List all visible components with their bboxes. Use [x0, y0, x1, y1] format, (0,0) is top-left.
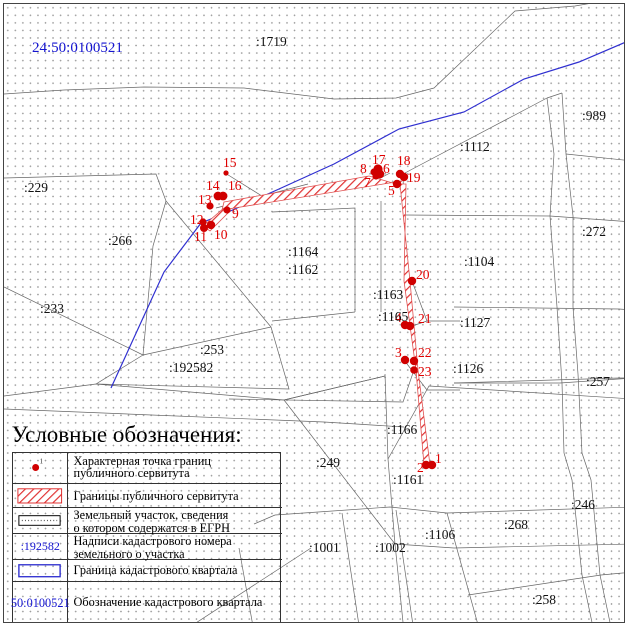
svg-text::268: :268 — [504, 517, 528, 532]
svg-text::1162: :1162 — [288, 262, 318, 277]
svg-text::229: :229 — [24, 180, 48, 195]
svg-text:1: 1 — [435, 451, 442, 466]
svg-text:11: 11 — [194, 229, 207, 244]
svg-text:21: 21 — [418, 311, 432, 326]
svg-text:22: 22 — [418, 345, 432, 360]
svg-text::1112: :1112 — [460, 139, 490, 154]
svg-text::1106: :1106 — [425, 527, 455, 542]
svg-text:12: 12 — [190, 212, 204, 227]
svg-text:19: 19 — [407, 170, 421, 185]
svg-text::1163: :1163 — [373, 287, 403, 302]
svg-text::192582: :192582 — [169, 360, 213, 375]
svg-text:13: 13 — [198, 192, 212, 207]
svg-text::1127: :1127 — [460, 315, 490, 330]
svg-text::989: :989 — [582, 108, 606, 123]
svg-text::1126: :1126 — [453, 361, 483, 376]
svg-text:17: 17 — [372, 152, 386, 167]
svg-text:16: 16 — [228, 178, 242, 193]
svg-text:9: 9 — [232, 206, 239, 221]
svg-text:14: 14 — [206, 178, 220, 193]
svg-text::266: :266 — [108, 233, 132, 248]
svg-text::1001: :1001 — [309, 540, 340, 555]
svg-text:8: 8 — [360, 161, 367, 176]
svg-text::1002: :1002 — [375, 540, 406, 555]
svg-text::1719: :1719 — [256, 34, 287, 49]
svg-text::258: :258 — [532, 592, 556, 607]
svg-text::249: :249 — [316, 455, 340, 470]
svg-text:3: 3 — [395, 345, 402, 360]
svg-text:18: 18 — [397, 153, 411, 168]
svg-text:23: 23 — [418, 364, 432, 379]
svg-text::257: :257 — [586, 374, 610, 389]
svg-text::233: :233 — [40, 301, 64, 316]
svg-text:20: 20 — [416, 267, 430, 282]
svg-text::1164: :1164 — [288, 244, 318, 259]
svg-text:24:50:0100521: 24:50:0100521 — [32, 40, 123, 56]
svg-text::246: :246 — [571, 497, 595, 512]
svg-text:1: 1 — [40, 457, 44, 465]
svg-text:5: 5 — [388, 183, 395, 198]
svg-text:7: 7 — [364, 175, 371, 190]
svg-text:10: 10 — [214, 227, 228, 242]
svg-text::1161: :1161 — [393, 472, 423, 487]
svg-text:15: 15 — [223, 155, 237, 170]
svg-text::272: :272 — [582, 224, 606, 239]
svg-text::1104: :1104 — [464, 254, 494, 269]
svg-text::253: :253 — [200, 342, 224, 357]
svg-text::1166: :1166 — [387, 422, 417, 437]
svg-text::1165: :1165 — [378, 309, 408, 324]
